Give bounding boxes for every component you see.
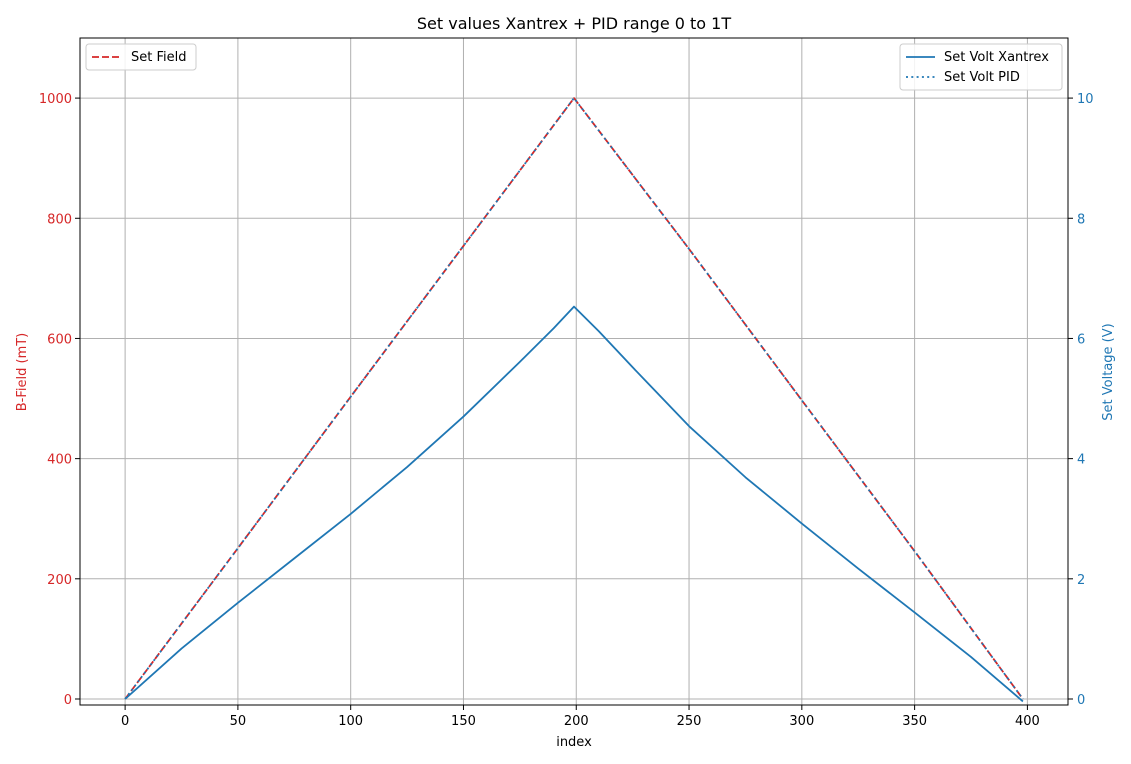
plot-frame bbox=[79, 37, 1069, 706]
x-tick-label: 50 bbox=[230, 714, 247, 729]
y-left-tick-label: 600 bbox=[47, 332, 72, 347]
y-right-tick-label: 6 bbox=[1077, 332, 1085, 347]
y-left-tick-label: 200 bbox=[47, 573, 72, 588]
y-right-tick-label: 8 bbox=[1077, 212, 1085, 227]
x-tick-label: 0 bbox=[121, 714, 129, 729]
x-axis-label: index bbox=[556, 735, 592, 750]
x-tick-label: 150 bbox=[451, 714, 476, 729]
x-axis: 0 50 100 150 200 250 300 350 400 bbox=[121, 705, 1040, 729]
chart-title: Set values Xantrex + PID range 0 to 1T bbox=[417, 14, 731, 33]
x-tick-label: 350 bbox=[902, 714, 927, 729]
legend-left: Set Field bbox=[85, 43, 197, 71]
series-set-field bbox=[124, 97, 1024, 700]
legend-label-set-volt-pid: Set Volt PID bbox=[944, 70, 1020, 85]
y-left-axis: 0 200 400 600 800 1000 bbox=[39, 92, 80, 708]
y-right-axis-label: Set Voltage (V) bbox=[1101, 323, 1116, 420]
legend-right-box bbox=[899, 43, 1063, 91]
x-tick-label: 200 bbox=[564, 714, 589, 729]
y-left-tick-label: 400 bbox=[47, 453, 72, 468]
legend-left-box bbox=[85, 43, 197, 71]
legend-right: Set Volt Xantrex Set Volt PID bbox=[899, 43, 1063, 91]
y-right-tick-label: 4 bbox=[1077, 453, 1085, 468]
x-tick-label: 250 bbox=[677, 714, 702, 729]
x-tick-label: 400 bbox=[1015, 714, 1040, 729]
y-right-axis: 0 2 4 6 8 10 bbox=[1068, 92, 1094, 708]
legend-label-set-field: Set Field bbox=[131, 50, 187, 65]
y-left-tick-label: 800 bbox=[47, 212, 72, 227]
y-left-tick-label: 1000 bbox=[39, 92, 72, 107]
series-set-volt-xantrex bbox=[124, 305, 1024, 703]
x-tick-label: 300 bbox=[789, 714, 814, 729]
y-left-axis-label: B-Field (mT) bbox=[15, 333, 30, 412]
series-layer bbox=[124, 97, 1024, 703]
y-left-tick-label: 0 bbox=[64, 693, 72, 708]
x-tick-label: 100 bbox=[338, 714, 363, 729]
legend-label-set-volt-xantrex: Set Volt Xantrex bbox=[944, 50, 1049, 65]
y-right-tick-label: 2 bbox=[1077, 573, 1085, 588]
y-right-tick-label: 10 bbox=[1077, 92, 1094, 107]
y-right-tick-label: 0 bbox=[1077, 693, 1085, 708]
